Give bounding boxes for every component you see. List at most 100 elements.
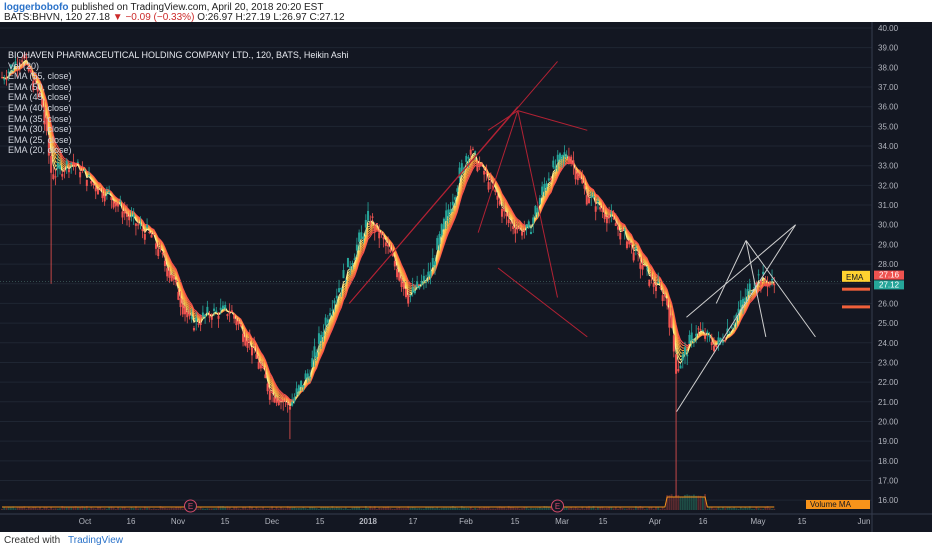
candle-body (16, 66, 19, 69)
volume-bar (213, 508, 215, 510)
volume-bar (748, 506, 751, 510)
volume-bar (425, 507, 427, 510)
volume-bar (416, 508, 419, 510)
x-tick-label: 15 (599, 517, 608, 526)
volume-bar (701, 496, 704, 510)
volume-bar (460, 506, 463, 510)
candle-body (177, 291, 180, 300)
volume-bar (458, 508, 461, 510)
price-chart[interactable]: 40.00 39.00 38.00 37.00 36.00 35.00 34.00 33.00… (0, 22, 932, 532)
candle-body (407, 294, 410, 304)
legend-ema-20[interactable]: EMA (20, close) (8, 145, 72, 156)
legend-ema-55[interactable]: EMA (55, close) (8, 71, 72, 82)
volume-bar (588, 506, 590, 510)
candle-body (710, 341, 713, 346)
volume-bar (68, 506, 70, 510)
volume-bar (739, 507, 742, 510)
candle-body (717, 337, 720, 344)
volume-bar (233, 507, 236, 510)
red-trendline (487, 110, 519, 131)
legend-ema-35[interactable]: EMA (35, close) (8, 113, 72, 124)
volume-bar (686, 494, 689, 510)
candle-body (14, 61, 17, 65)
candle-body (282, 400, 285, 402)
candle-body (596, 200, 599, 202)
volume-bar (197, 508, 200, 510)
candle-body (583, 184, 586, 189)
volume-bar (527, 508, 530, 510)
candle-body (199, 323, 202, 326)
volume-bar (693, 494, 695, 510)
volume-bar (119, 508, 122, 510)
legend-ema-45[interactable]: EMA (45, close) (8, 92, 72, 103)
candle-body (402, 282, 405, 290)
candle-body (313, 346, 316, 358)
candle-body (101, 193, 104, 199)
volume-bar (501, 506, 503, 510)
volume-bar (764, 506, 767, 510)
candle-body (81, 169, 84, 171)
volume-bar (572, 508, 575, 510)
volume-bar (94, 508, 97, 510)
candle-body (398, 273, 401, 281)
volume-bar (79, 507, 82, 510)
volume-bar (117, 506, 119, 510)
volume-bar (409, 507, 412, 510)
legend-ema-25[interactable]: EMA (25, close) (8, 134, 72, 145)
volume-bar (27, 506, 30, 510)
candle-body (505, 213, 508, 217)
volume-bar (237, 508, 240, 510)
volume-bar (664, 508, 666, 510)
y-tick-label: 28.00 (878, 260, 899, 269)
indicator-legend: BIOHAVEN PHARMACEUTICAL HOLDING COMPANY … (8, 50, 348, 156)
candle-body (416, 281, 419, 288)
volume-bar (166, 508, 169, 510)
volume-bar (271, 506, 273, 510)
author-link[interactable]: loggerbobofo (4, 2, 69, 13)
volume-bar (730, 508, 733, 510)
candle-body (507, 219, 510, 224)
candle-body (485, 172, 488, 174)
candle-body (121, 211, 124, 218)
price-label-last: 27.12 (879, 280, 900, 289)
volume-bar (114, 508, 117, 510)
chart-title: BIOHAVEN PHARMACEUTICAL HOLDING COMPANY … (8, 50, 349, 60)
candle-body (556, 154, 559, 162)
volume-bar (525, 507, 528, 510)
legend-volume[interactable]: Vol (20) (8, 60, 40, 71)
candle-body (128, 216, 131, 221)
candle-body (59, 165, 62, 170)
candle-body (572, 160, 575, 166)
candle-body (489, 178, 492, 180)
candle-body (239, 324, 242, 327)
candle-body (692, 340, 695, 342)
volume-bar (735, 508, 738, 510)
volume-bar (137, 508, 140, 510)
candle-body (529, 231, 532, 235)
volume-label-box (806, 500, 870, 509)
red-trendline (348, 106, 519, 304)
legend-ema-40[interactable]: EMA (40, close) (8, 102, 72, 113)
volume-bar (608, 507, 611, 510)
candle-body (449, 209, 452, 213)
tradingview-logo[interactable]: TradingView (68, 535, 124, 546)
x-tick-label: Jun (858, 517, 871, 526)
y-tick-label: 24.00 (878, 339, 899, 348)
candle-body (773, 284, 776, 286)
volume-bar (3, 506, 6, 510)
volume-bar (476, 508, 479, 510)
candle-body (425, 281, 428, 283)
volume-bar (418, 508, 421, 510)
legend-ema-30[interactable]: EMA (30, close) (8, 124, 72, 135)
volume-bar (244, 507, 247, 510)
candle-body (114, 201, 117, 207)
candle-body (541, 186, 544, 196)
candle-body (351, 263, 354, 266)
chart-panel[interactable]: 40.00 39.00 38.00 37.00 36.00 35.00 34.00 33.00… (0, 22, 932, 532)
earnings-marker-right (551, 499, 565, 513)
candle-body (163, 260, 166, 267)
candle-body (288, 406, 291, 410)
candle-body (108, 191, 111, 193)
legend-ema-50[interactable]: EMA (50, close) (8, 81, 72, 92)
volume-bar (414, 507, 416, 510)
